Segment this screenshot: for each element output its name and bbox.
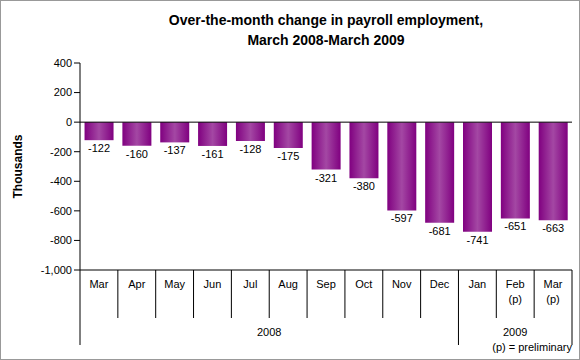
svg-text:-681: -681 (429, 225, 451, 237)
svg-text:400: 400 (54, 57, 72, 69)
svg-text:May: May (164, 278, 185, 290)
svg-text:Jan: Jan (469, 278, 487, 290)
svg-text:-175: -175 (277, 150, 299, 162)
html-text:March 2008-March 2009: March 2008-March 2009 (247, 32, 405, 48)
svg-text:2008: 2008 (257, 326, 281, 338)
svg-text:0: 0 (66, 116, 72, 128)
svg-text:-137: -137 (164, 144, 186, 156)
svg-text:Apr: Apr (128, 278, 145, 290)
svg-text:-597: -597 (391, 212, 413, 224)
svg-text:Thousands: Thousands (11, 134, 25, 198)
svg-text:2009: 2009 (503, 326, 527, 338)
svg-text:Mar: Mar (89, 278, 108, 290)
svg-text:-1,000: -1,000 (41, 264, 72, 276)
svg-text:Dec: Dec (430, 278, 450, 290)
svg-text:200: 200 (54, 86, 72, 98)
svg-text:-122: -122 (88, 142, 110, 154)
svg-text:Nov: Nov (392, 278, 412, 290)
svg-text:-160: -160 (126, 148, 148, 160)
svg-text:-321: -321 (315, 172, 337, 184)
svg-text:Sep: Sep (316, 278, 336, 290)
svg-text:Feb: Feb (506, 278, 525, 290)
svg-text:-161: -161 (202, 148, 224, 160)
svg-text:-400: -400 (50, 175, 72, 187)
svg-text:Aug: Aug (278, 278, 298, 290)
html-text:(p) = preliminary: (p) = preliminary (492, 341, 572, 353)
svg-text:(p): (p) (509, 293, 522, 305)
svg-text:Jun: Jun (204, 278, 222, 290)
svg-text:-663: -663 (542, 222, 564, 234)
svg-text:-380: -380 (353, 180, 375, 192)
svg-text:Jul: Jul (243, 278, 257, 290)
svg-text:(p): (p) (546, 293, 559, 305)
svg-text:-741: -741 (466, 234, 488, 246)
svg-text:-651: -651 (504, 220, 526, 232)
svg-text:-600: -600 (50, 205, 72, 217)
svg-text:Mar: Mar (544, 278, 563, 290)
svg-text:Oct: Oct (355, 278, 372, 290)
svg-text:-800: -800 (50, 234, 72, 246)
html-text:Over-the-month change in payro: Over-the-month change in payroll employm… (168, 12, 484, 28)
svg-text:-200: -200 (50, 146, 72, 158)
svg-text:-128: -128 (239, 143, 261, 155)
